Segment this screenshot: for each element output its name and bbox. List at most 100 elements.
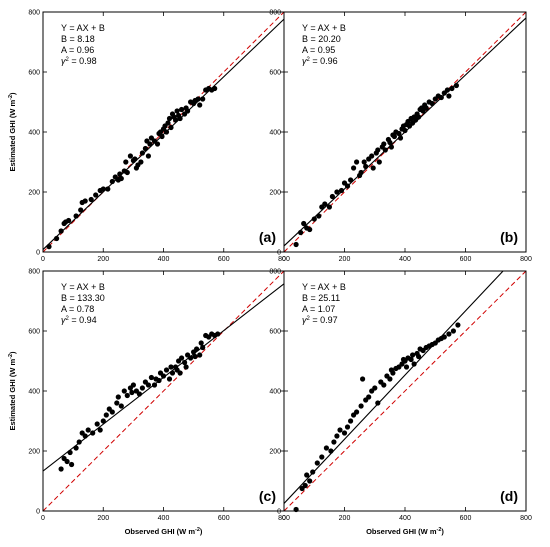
data-point <box>90 430 96 436</box>
data-point <box>397 135 404 141</box>
y-tick-label: 200 <box>28 190 40 197</box>
data-point <box>314 460 320 466</box>
a-coefficient: A = 0.96 <box>61 45 94 55</box>
data-point <box>322 201 328 207</box>
data-point <box>118 175 124 182</box>
data-point <box>455 322 461 328</box>
gamma-squared: γ2 = 0.97 <box>302 315 338 325</box>
data-point <box>215 331 221 337</box>
data-point <box>67 449 73 456</box>
data-point <box>148 374 154 381</box>
data-point <box>88 196 94 203</box>
y-axis-label-exponent: -2 <box>8 354 14 359</box>
y-tick-label: 800 <box>28 10 40 17</box>
x-tick-label: 0 <box>41 256 45 263</box>
y-axis-label-close: ) <box>8 92 17 95</box>
data-point <box>323 445 329 451</box>
data-point <box>446 331 452 337</box>
data-point <box>381 382 387 388</box>
gamma-symbol: γ <box>61 315 66 325</box>
data-point <box>311 216 317 222</box>
data-point <box>179 106 185 113</box>
data-point <box>177 115 183 122</box>
x-tick-label: 400 <box>399 515 411 522</box>
y-tick-label: 600 <box>269 329 281 336</box>
gamma-squared: γ2 = 0.94 <box>61 315 97 325</box>
data-point <box>151 382 158 388</box>
data-point <box>351 165 357 171</box>
data-point <box>348 418 354 424</box>
y-tick-label: 400 <box>269 130 281 137</box>
data-point <box>118 403 124 409</box>
data-point <box>411 361 417 367</box>
data-point <box>166 376 173 382</box>
data-point <box>375 147 381 153</box>
data-point <box>212 85 218 92</box>
data-point <box>139 385 145 391</box>
data-point <box>73 445 79 451</box>
y-tick-label: 400 <box>269 389 281 396</box>
data-point <box>130 382 136 388</box>
data-point <box>197 352 203 358</box>
y-tick-label: 600 <box>28 329 40 336</box>
data-point <box>117 171 123 177</box>
data-point <box>338 187 345 194</box>
data-point <box>344 183 351 189</box>
y-tick-label: 200 <box>269 190 281 197</box>
data-point <box>192 353 198 360</box>
data-point <box>58 466 64 472</box>
data-point <box>127 153 133 159</box>
y-tick-label: 0 <box>36 509 40 516</box>
data-point <box>194 346 200 352</box>
data-point <box>344 424 351 430</box>
x-tick-label: 400 <box>158 515 170 522</box>
data-point <box>319 454 325 460</box>
x-tick-label: 0 <box>41 515 45 522</box>
data-point <box>334 433 340 439</box>
data-point <box>369 153 375 159</box>
b-coefficient: B = 133.30 <box>61 293 105 303</box>
data-point <box>58 228 64 234</box>
data-point <box>78 207 84 213</box>
data-point <box>100 418 106 424</box>
data-point <box>145 382 151 388</box>
data-point <box>316 213 322 219</box>
data-point <box>182 359 188 366</box>
data-point <box>69 461 75 468</box>
data-point <box>358 169 364 176</box>
data-point <box>391 133 397 140</box>
data-point <box>444 87 450 93</box>
data-point <box>416 114 422 120</box>
data-point <box>408 356 414 363</box>
gamma-value: = 0.98 <box>69 56 97 66</box>
data-point <box>200 344 206 351</box>
data-point <box>375 400 381 406</box>
panel-label: (d) <box>500 488 518 504</box>
data-point <box>160 373 167 379</box>
data-point <box>54 235 60 242</box>
data-point <box>416 353 422 360</box>
data-point <box>450 328 456 334</box>
x-axis-label-main: Observed GHI (W m <box>366 527 437 536</box>
x-axis-label: Observed GHI (W m-2) <box>366 527 444 536</box>
data-point <box>376 159 382 165</box>
data-point <box>115 394 121 400</box>
data-point <box>328 448 334 454</box>
x-tick-label: 200 <box>339 256 351 263</box>
data-point <box>334 189 340 195</box>
data-point <box>293 241 299 248</box>
gamma-exponent: 2 <box>307 316 311 322</box>
gamma-exponent: 2 <box>307 57 311 63</box>
x-tick-label: 600 <box>460 256 472 263</box>
x-tick-label: 400 <box>158 256 170 263</box>
equation-text: Y = AX + B <box>302 23 346 33</box>
data-point <box>93 192 99 198</box>
b-coefficient: B = 8.18 <box>61 34 95 44</box>
y-axis-label-main: Estimated GHI (W m <box>8 359 17 431</box>
y-axis-label: Estimated GHI (W m-2) <box>8 351 17 431</box>
one-to-one-line <box>43 271 284 511</box>
data-point <box>100 186 106 192</box>
y-tick-label: 0 <box>36 250 40 257</box>
gamma-value: = 0.96 <box>310 56 338 66</box>
